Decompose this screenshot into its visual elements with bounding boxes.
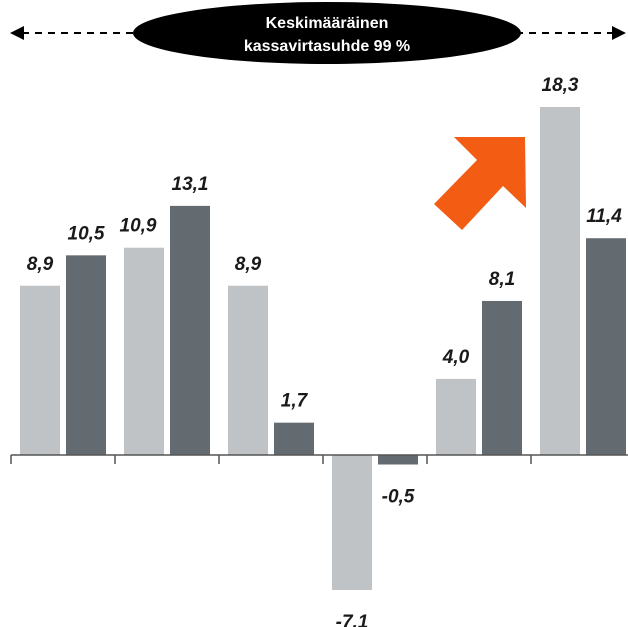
value-label-series-2-group-6: 11,4 bbox=[586, 206, 622, 227]
bar-series-2-group-6 bbox=[586, 238, 626, 455]
double-headed-dashed-arrow-icon bbox=[10, 26, 626, 40]
bar-series-2-group-2 bbox=[170, 205, 210, 455]
bar-series-2-group-3 bbox=[274, 422, 314, 455]
bar-series-2-group-4 bbox=[378, 455, 418, 465]
value-label-series-1-group-3: 8,9 bbox=[235, 254, 262, 275]
range-arrow-right-head bbox=[612, 26, 626, 40]
value-label-series-2-group-1: 10,5 bbox=[68, 223, 105, 244]
bar-series-1-group-5 bbox=[436, 378, 476, 455]
value-label-series-1-group-5: 4,0 bbox=[442, 347, 470, 368]
banner-line-1: Keskimääräinen bbox=[266, 15, 389, 32]
value-label-series-1-group-1: 8,9 bbox=[27, 254, 54, 275]
bar-series-1-group-2 bbox=[124, 247, 164, 455]
range-arrow-left-head bbox=[10, 26, 24, 40]
value-label-series-2-group-4: -0,5 bbox=[382, 487, 415, 508]
value-labels-layer: 8,9 10,9 8,9 -7,1 4,0 18,3 10,5 13,1 1,7 -0,5 8,1 1… bbox=[27, 75, 622, 627]
value-label-series-2-group-2: 13,1 bbox=[172, 174, 209, 195]
value-label-series-1-group-4: -7,1 bbox=[336, 612, 369, 627]
x-axis bbox=[10, 454, 628, 464]
banner-ellipse bbox=[133, 2, 521, 64]
value-label-series-2-group-3: 1,7 bbox=[281, 391, 309, 412]
banner-line-2: kassavirtasuhde 99 % bbox=[244, 38, 410, 55]
bars-layer bbox=[20, 107, 626, 591]
value-label-series-1-group-6: 18,3 bbox=[542, 75, 579, 96]
value-label-series-2-group-5: 8,1 bbox=[489, 269, 515, 290]
up-right-arrow-icon bbox=[434, 137, 526, 230]
bar-series-1-group-1 bbox=[20, 285, 60, 455]
bar-series-1-group-6 bbox=[540, 107, 580, 455]
bar-series-1-group-3 bbox=[228, 285, 268, 455]
value-label-series-1-group-2: 10,9 bbox=[120, 216, 157, 237]
bar-series-1-group-4 bbox=[332, 455, 372, 591]
bar-series-2-group-5 bbox=[482, 300, 522, 455]
bar-series-2-group-1 bbox=[66, 255, 106, 455]
average-banner: Keskimääräinen kassavirtasuhde 99 % bbox=[133, 2, 521, 64]
